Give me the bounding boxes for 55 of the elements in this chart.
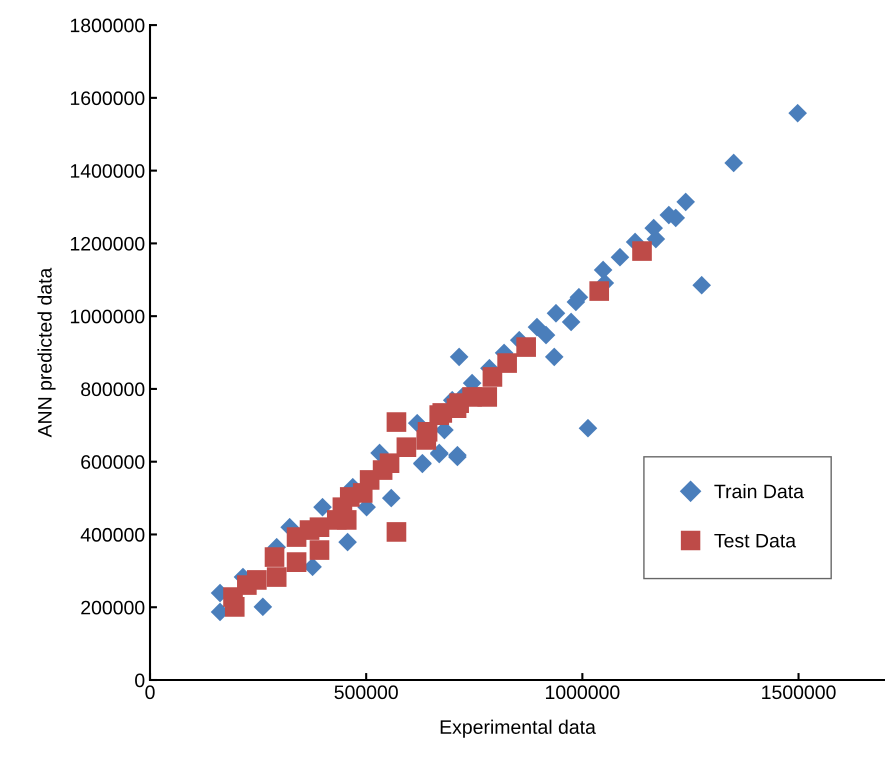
point [589,281,610,301]
y-tick-label: 800000 [81,382,144,396]
point [246,570,267,590]
point [352,483,373,503]
x-tick-label: 0 [145,685,155,700]
point [386,522,406,542]
point [372,460,392,480]
y-tick-label: 1200000 [70,236,144,251]
point [382,488,401,508]
point [544,348,564,366]
point [386,412,406,432]
point [300,520,320,540]
point [477,387,498,407]
point [562,312,580,332]
point [578,418,598,438]
point [254,598,272,616]
y-tick-label: 1400000 [70,164,144,178]
x-axis-title: Experimental data [440,720,596,738]
point [610,248,630,267]
point [310,540,330,560]
point [338,532,357,552]
point [536,326,556,344]
y-tick-label: 600000 [81,455,144,469]
legend-label: Test Data [714,534,796,548]
point [788,104,807,122]
point [313,498,332,516]
x-tick-label: 1000000 [546,685,620,700]
point [396,437,416,457]
legend-label: Train Data [714,484,804,498]
point [416,430,436,450]
point [449,393,469,413]
point [632,241,652,261]
y-axis-title: ANN predicted data [37,268,56,438]
x-tick-label: 1500000 [762,685,836,700]
y-tick-label: 200000 [81,600,144,614]
y-tick-label: 1600000 [70,91,144,106]
point [266,567,287,587]
point [692,276,711,295]
point [497,353,517,373]
y-tick-label: 0 [135,673,144,688]
point [724,154,743,172]
point [450,348,468,366]
point [676,192,696,212]
point [286,552,306,572]
point [546,304,566,323]
y-tick-label: 1000000 [70,310,144,324]
point [224,597,245,617]
point [528,318,546,336]
x-tick-label: 500000 [334,685,398,700]
point [264,547,284,567]
y-tick-label: 1800000 [70,18,144,32]
y-tick-label: 400000 [80,528,144,542]
point [594,260,612,280]
point [516,337,536,357]
point [482,367,502,387]
